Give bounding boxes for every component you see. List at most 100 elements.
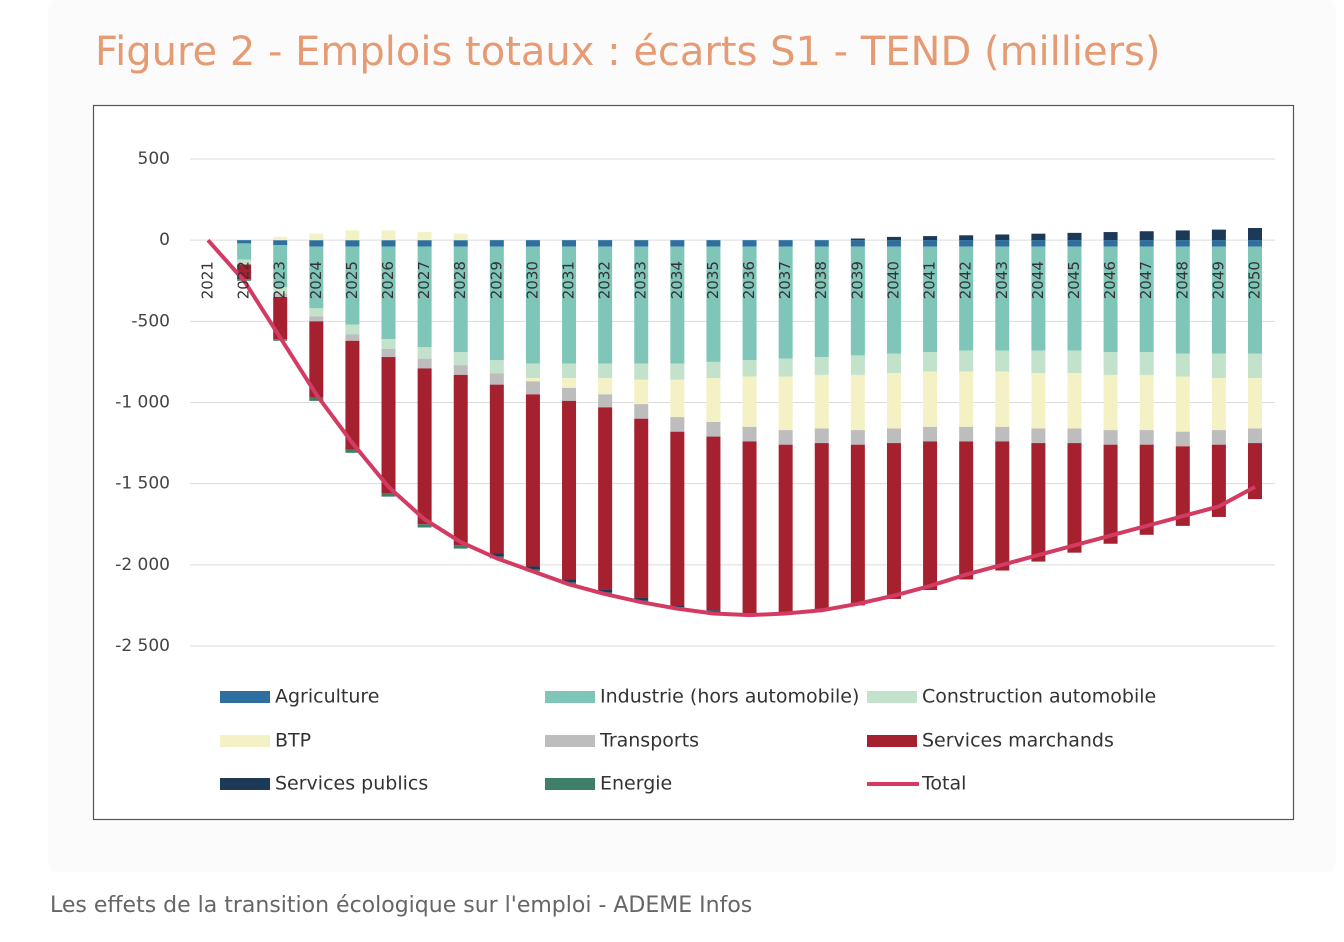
bar-segment bbox=[886, 240, 901, 247]
bar-segment bbox=[309, 316, 324, 322]
bar-segment bbox=[634, 240, 649, 247]
bar-segment bbox=[1139, 231, 1154, 241]
bar-segment bbox=[634, 404, 649, 419]
bar-segment bbox=[742, 360, 757, 377]
bar-segment bbox=[742, 441, 757, 616]
legend-swatch bbox=[867, 735, 917, 747]
bar-segment bbox=[850, 374, 865, 431]
bar-segment bbox=[562, 240, 577, 247]
bar-segment bbox=[1211, 444, 1226, 517]
bar-segment bbox=[778, 240, 793, 247]
x-tick-label: 2036 bbox=[740, 261, 758, 299]
bar-segment bbox=[273, 240, 288, 246]
bar-segment bbox=[417, 368, 432, 525]
bar-segment bbox=[1031, 373, 1046, 429]
x-tick-label: 2048 bbox=[1173, 261, 1191, 299]
x-tick-label: 2049 bbox=[1209, 261, 1227, 299]
chart-title: Figure 2 - Emplois totaux : écarts S1 - … bbox=[95, 29, 1161, 75]
x-tick-label: 2031 bbox=[560, 261, 578, 299]
bar-segment bbox=[923, 441, 938, 590]
x-tick-label: 2042 bbox=[957, 261, 975, 299]
bar-segment bbox=[345, 334, 360, 341]
bar-segment bbox=[634, 418, 649, 598]
bar-segment bbox=[1031, 233, 1046, 241]
bar-segment bbox=[598, 394, 613, 408]
bar-segment bbox=[959, 441, 974, 580]
bar-segment bbox=[381, 230, 396, 241]
bar-segment bbox=[706, 240, 721, 247]
bar-segment bbox=[886, 236, 901, 241]
bar-segment bbox=[886, 353, 901, 374]
bar-segment bbox=[1067, 246, 1082, 351]
y-tick-label: 0 bbox=[159, 230, 170, 250]
bar-segment bbox=[1067, 240, 1082, 247]
legend-swatch bbox=[545, 691, 595, 703]
bar-segment bbox=[562, 400, 577, 580]
x-tick-label: 2032 bbox=[596, 261, 614, 299]
bar-segment bbox=[1067, 350, 1082, 374]
bar-segment bbox=[995, 234, 1010, 241]
total-line bbox=[206, 238, 1256, 618]
bar-segment bbox=[453, 365, 468, 375]
x-tick-label: 2035 bbox=[704, 261, 722, 299]
legend-swatch bbox=[220, 691, 270, 703]
bar-segment bbox=[995, 371, 1010, 427]
bar-segment bbox=[417, 347, 432, 359]
bar-segment bbox=[309, 397, 324, 401]
bar-segment bbox=[959, 350, 974, 372]
bar-segment bbox=[1067, 373, 1082, 429]
bar-segment bbox=[237, 240, 252, 244]
bar-segment bbox=[489, 553, 504, 557]
bar-segment bbox=[453, 545, 468, 549]
bar-segment bbox=[1211, 246, 1226, 354]
bar-segment bbox=[1139, 352, 1154, 375]
bar-segment bbox=[453, 246, 468, 353]
bar-segment bbox=[778, 430, 793, 445]
bar-segment bbox=[1031, 428, 1046, 444]
bar-segment bbox=[923, 236, 938, 241]
bar-segment bbox=[1248, 240, 1262, 247]
bar-segment bbox=[345, 449, 360, 453]
bar-segment bbox=[959, 240, 974, 247]
bar-segment bbox=[670, 605, 685, 608]
bar-segment bbox=[995, 441, 1010, 571]
bar-segment bbox=[381, 246, 396, 340]
bar-segment bbox=[562, 579, 577, 583]
bar-segment bbox=[706, 421, 721, 437]
bar-segment bbox=[309, 240, 324, 247]
bar-segment bbox=[1103, 232, 1118, 241]
bar-segment bbox=[886, 373, 901, 429]
bar-segment bbox=[1248, 443, 1262, 500]
plot-frame bbox=[92, 104, 1295, 821]
legend-label: Services publics bbox=[275, 773, 428, 795]
y-tick-label: -1 000 bbox=[115, 393, 170, 413]
bar-segment bbox=[525, 566, 540, 570]
bar-segment bbox=[706, 361, 721, 379]
bar-segment bbox=[1067, 443, 1082, 553]
legend-label: Construction automobile bbox=[922, 686, 1156, 708]
bar-segment bbox=[453, 374, 468, 546]
bar-segment bbox=[381, 348, 396, 358]
bar-segment bbox=[525, 240, 540, 247]
bar-segment bbox=[959, 235, 974, 241]
bar-segment bbox=[345, 246, 360, 325]
x-tick-label: 2028 bbox=[451, 261, 469, 299]
bar-segment bbox=[525, 363, 540, 379]
bar-segment bbox=[345, 324, 360, 335]
bar-segment bbox=[417, 232, 432, 241]
bar-segment bbox=[634, 246, 649, 364]
bar-segment bbox=[381, 240, 396, 247]
bar-segment bbox=[814, 246, 829, 358]
x-tick-label: 2041 bbox=[921, 261, 939, 299]
legend-label: Energie bbox=[600, 773, 672, 795]
bar-segment bbox=[1103, 352, 1118, 375]
bar-segment bbox=[814, 240, 829, 247]
x-tick-label: 2033 bbox=[632, 261, 650, 299]
x-tick-label: 2027 bbox=[415, 261, 433, 299]
bar-segment bbox=[562, 246, 577, 364]
bar-segment bbox=[489, 373, 504, 385]
bar-segment bbox=[670, 417, 685, 432]
x-tick-label: 2045 bbox=[1065, 261, 1083, 299]
bar-segment bbox=[995, 240, 1010, 247]
bar-segment bbox=[525, 246, 540, 364]
